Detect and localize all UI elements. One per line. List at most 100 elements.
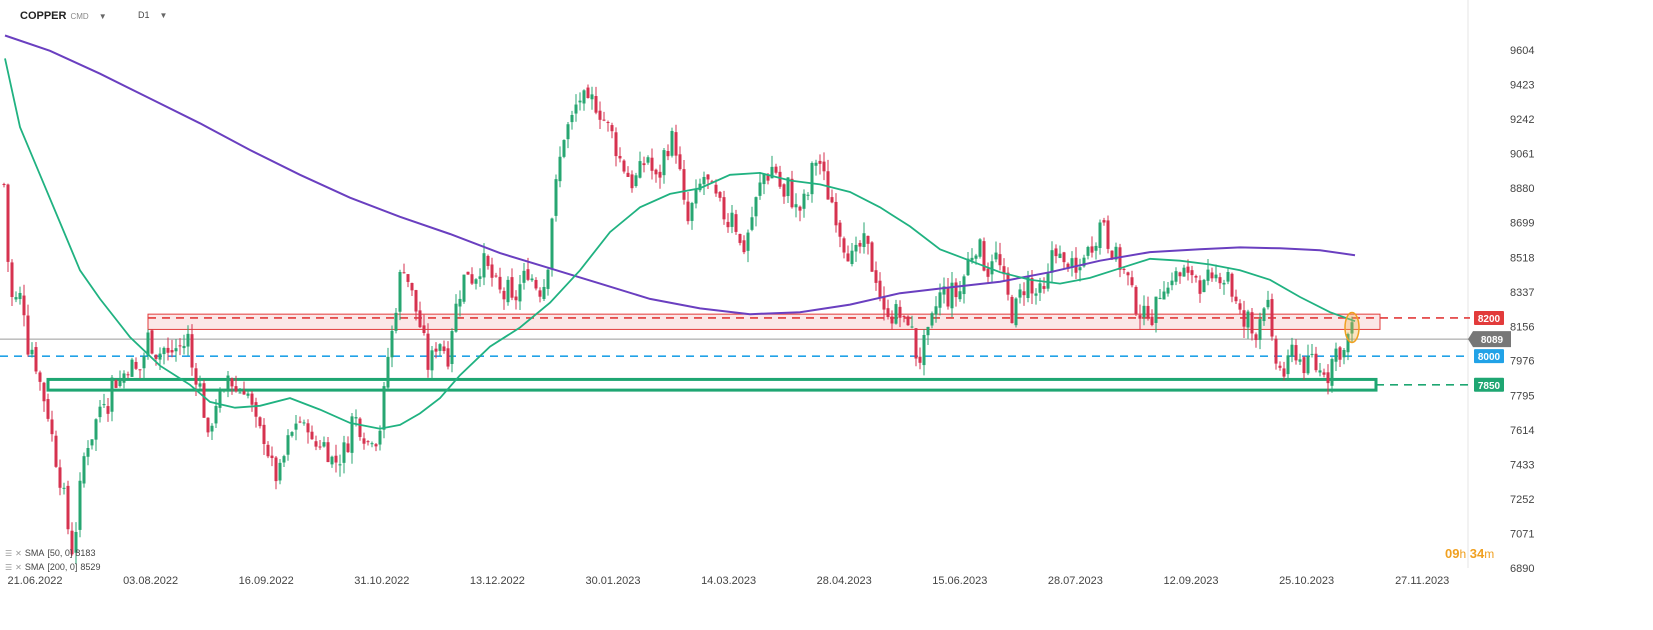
candle xyxy=(626,166,630,178)
candle-body xyxy=(830,197,834,203)
candle-body xyxy=(530,278,534,281)
candle-body xyxy=(914,328,918,359)
close-icon[interactable]: ✕ xyxy=(15,548,22,558)
candle-body xyxy=(1306,355,1310,374)
candle-body xyxy=(1018,289,1022,298)
candle-body xyxy=(1330,359,1334,386)
close-icon[interactable]: ✕ xyxy=(15,562,22,572)
candle xyxy=(598,101,602,130)
candle-body xyxy=(918,356,922,363)
candle-body xyxy=(986,268,990,277)
candle-body xyxy=(846,253,850,262)
candle-body xyxy=(738,233,742,243)
candle-body xyxy=(318,446,322,448)
candle-body xyxy=(246,393,250,396)
candle-body xyxy=(278,462,282,481)
price-tick-label: 7071 xyxy=(1510,528,1534,540)
candle-body xyxy=(766,175,770,181)
timeframe-selector[interactable]: D1 ▼ xyxy=(138,10,167,20)
candle-body xyxy=(1338,347,1342,360)
candle-body xyxy=(1238,303,1242,310)
candle xyxy=(1178,271,1182,284)
candle xyxy=(746,229,750,263)
candle xyxy=(1170,272,1174,291)
candle xyxy=(706,174,710,189)
candle xyxy=(646,155,650,165)
symbol-dropdown-icon[interactable]: ▼ xyxy=(98,11,107,21)
candle-body xyxy=(374,444,378,447)
candle xyxy=(22,284,26,327)
candle-body xyxy=(10,262,14,298)
candle xyxy=(366,440,370,446)
resistance-label-bg xyxy=(1474,310,1504,325)
candle xyxy=(190,324,194,376)
candle xyxy=(1042,277,1046,294)
candle xyxy=(1282,361,1286,381)
candle xyxy=(1258,312,1262,350)
candle-body xyxy=(758,182,762,196)
candle-body xyxy=(494,275,498,277)
candle-body xyxy=(254,402,258,417)
candle xyxy=(834,193,838,233)
candle-body xyxy=(34,347,38,372)
candle-body xyxy=(458,298,462,307)
candle xyxy=(118,370,122,388)
settings-icon[interactable]: ☰ xyxy=(5,548,13,558)
candle xyxy=(762,173,766,195)
candle xyxy=(954,278,958,307)
candle xyxy=(530,274,534,282)
candle-body xyxy=(734,214,738,232)
candle-body xyxy=(1226,272,1230,282)
candle-body xyxy=(422,325,426,333)
candle xyxy=(1326,364,1330,395)
candle xyxy=(594,86,598,115)
candle-body xyxy=(1350,322,1354,334)
symbol-header[interactable]: COPPER CMD ▼ xyxy=(20,10,107,22)
candle-body xyxy=(506,279,510,303)
candle xyxy=(1046,263,1050,292)
candle xyxy=(874,261,878,291)
candle-body xyxy=(1214,274,1218,279)
candle-body xyxy=(250,393,254,405)
candle-body xyxy=(322,442,326,447)
legend-sma50[interactable]: ☰ ✕ SMA [50, 0] 8183 xyxy=(5,548,95,558)
date-tick-label: 15.06.2023 xyxy=(932,575,987,587)
candle-body xyxy=(1198,280,1202,294)
candle-body xyxy=(678,154,682,170)
candle-body xyxy=(882,296,886,310)
date-tick-label: 28.04.2023 xyxy=(817,575,872,587)
candle-body xyxy=(146,332,150,356)
candle xyxy=(90,439,94,450)
candle xyxy=(1138,304,1142,330)
settings-icon[interactable]: ☰ xyxy=(5,562,13,572)
candle xyxy=(666,144,670,161)
sma50-line xyxy=(4,58,1356,430)
legend-sma50-value: 8183 xyxy=(75,548,96,558)
timeframe-dropdown-icon[interactable]: ▼ xyxy=(159,10,168,20)
candle-body xyxy=(1322,372,1326,375)
candle xyxy=(1070,251,1074,277)
candle xyxy=(1022,282,1026,306)
candle-body xyxy=(998,254,1002,266)
candle xyxy=(490,257,494,287)
candle xyxy=(478,268,482,287)
legend-sma200[interactable]: ☰ ✕ SMA [200, 0] 8529 xyxy=(5,562,100,572)
candle-body xyxy=(1194,275,1198,278)
candle xyxy=(1166,281,1170,297)
candle-body xyxy=(1346,334,1350,353)
candle-body xyxy=(14,297,18,300)
candle xyxy=(522,262,526,290)
candle xyxy=(154,354,158,366)
candle xyxy=(1218,272,1222,290)
support-label: 7850 xyxy=(1478,381,1501,392)
candle-body xyxy=(470,274,474,284)
candle-body xyxy=(618,155,622,159)
candle-body xyxy=(910,326,914,328)
candle-body xyxy=(786,177,790,197)
candle-body xyxy=(686,201,690,222)
candle-body xyxy=(1190,270,1194,276)
candle xyxy=(1222,279,1226,295)
candle xyxy=(202,379,206,419)
candle xyxy=(1010,294,1014,324)
